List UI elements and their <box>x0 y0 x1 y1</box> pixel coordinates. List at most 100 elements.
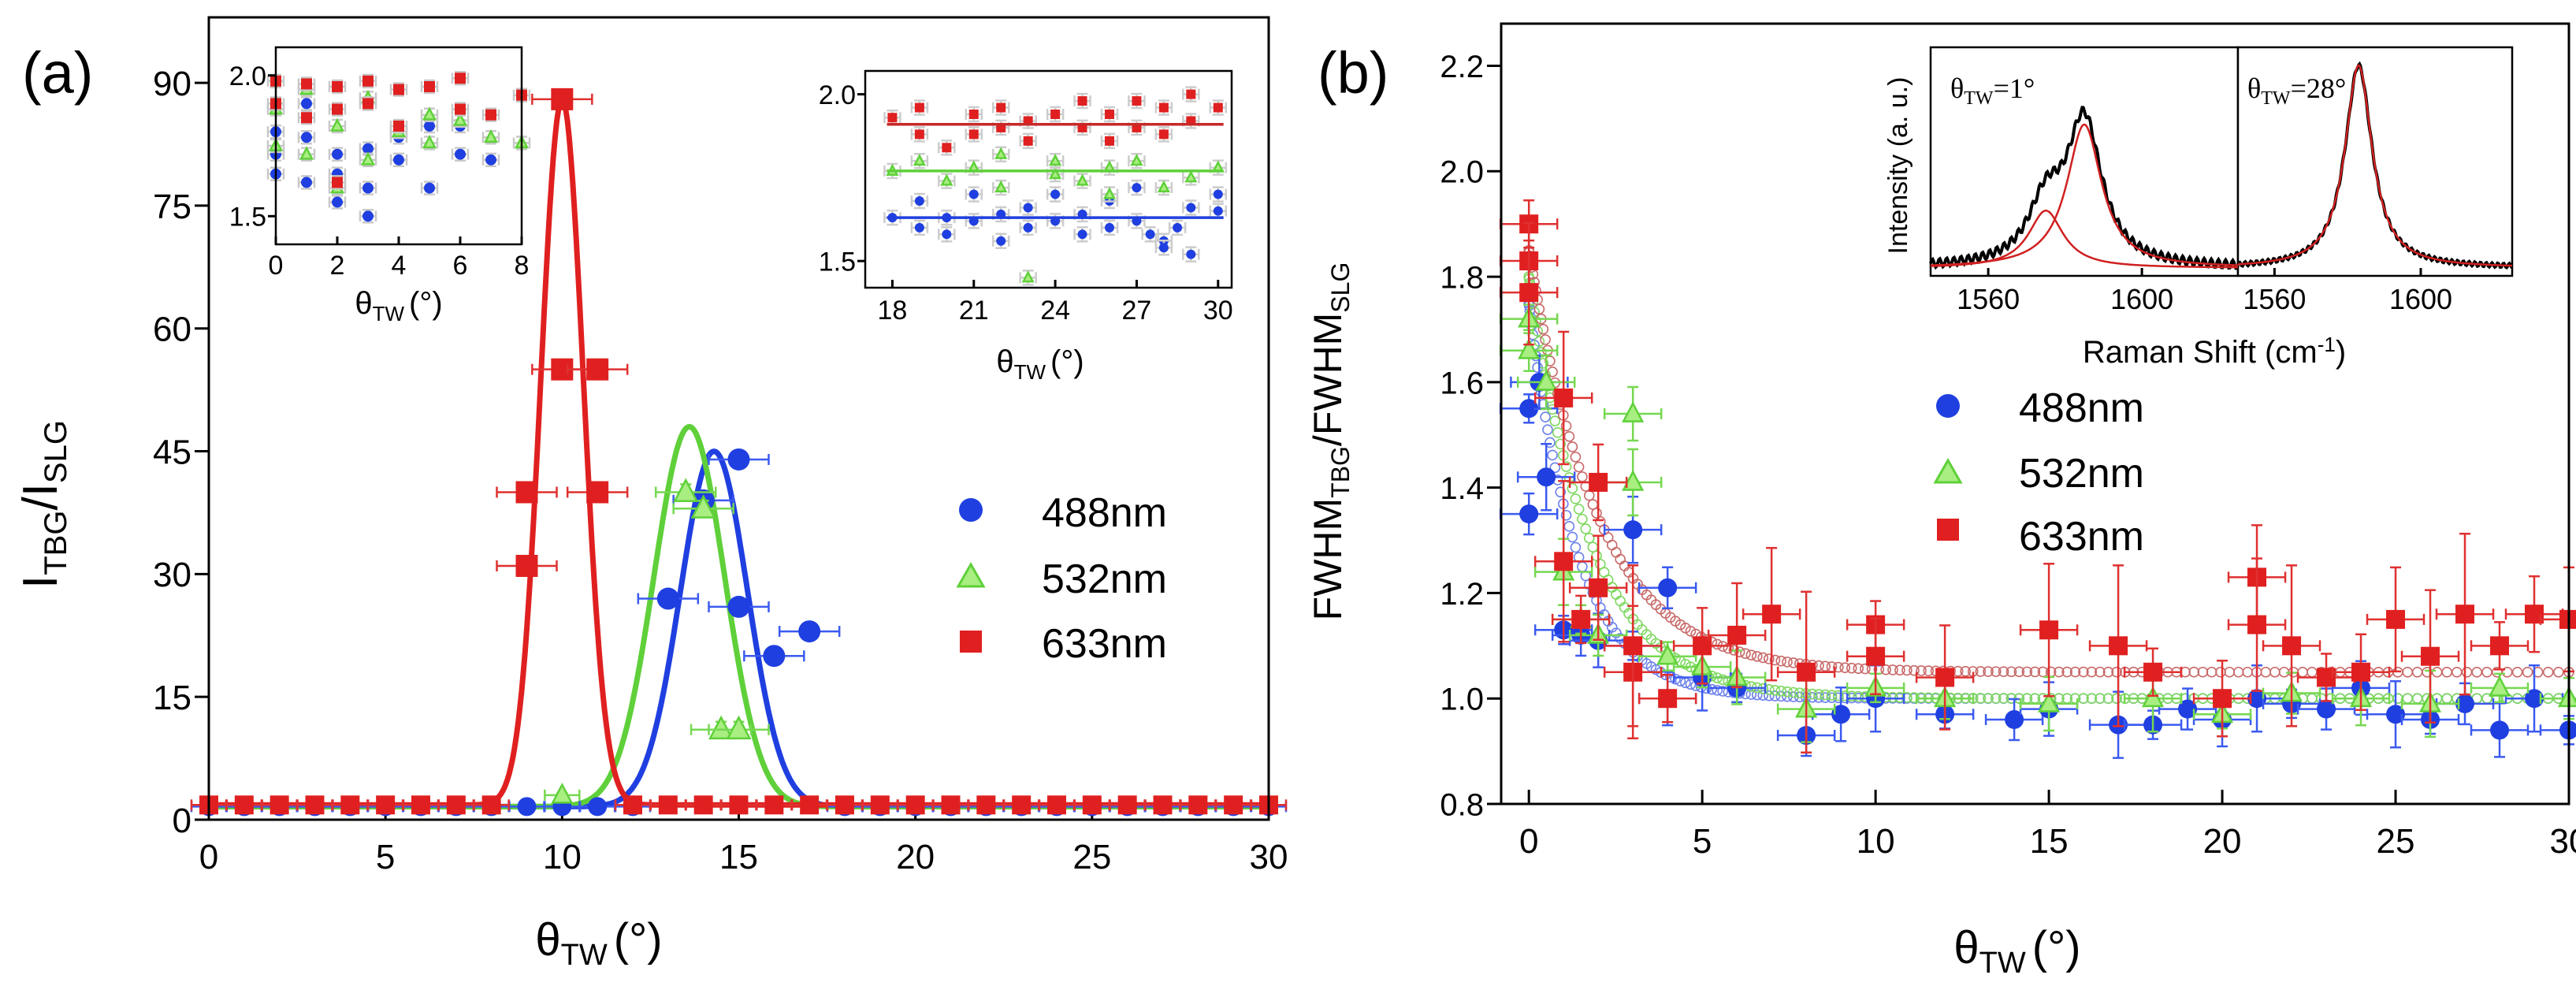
fit-curve-633nm <box>2501 666 2513 678</box>
inset-point-633nm <box>1105 110 1114 119</box>
legend-label-633nm: 633nm <box>1042 621 1167 667</box>
panel-b-plot-frame <box>1500 22 2570 806</box>
panel-a-label: (a) <box>22 40 93 106</box>
panel-b-ylabel: FWHMTBG/FWHMSLG <box>1306 262 1355 621</box>
point-633nm <box>234 795 254 815</box>
fit-curve-633nm <box>1583 489 1595 501</box>
point-633nm <box>905 795 925 815</box>
point-633nm <box>1571 609 1591 629</box>
inset-point-488nm <box>362 182 374 194</box>
fit-curve-532nm <box>1745 681 1757 692</box>
panel-a-ytick-label: 90 <box>153 65 191 103</box>
point-633nm <box>411 795 430 815</box>
panel-b-label: (b) <box>1318 40 1388 106</box>
fit-curve-532nm <box>1794 687 1805 699</box>
fit-curve-488nm <box>1577 561 1588 572</box>
inset-point-488nm <box>1105 222 1114 233</box>
fit-curve-633nm <box>1923 665 1935 676</box>
inset-point-532nm <box>1130 153 1143 166</box>
fit-curve-633nm <box>2260 666 2272 678</box>
panel-b-xtick-label: 5 <box>1693 822 1712 861</box>
inset-point-532nm <box>422 106 437 121</box>
fit-curve-633nm <box>1839 662 1851 673</box>
inset-point-633nm <box>914 129 924 140</box>
fit-curve-532nm <box>1901 692 1912 703</box>
fit-curve-532nm <box>1717 674 1729 686</box>
fit-curve-633nm <box>2069 666 2081 678</box>
inset-point-488nm <box>393 154 404 166</box>
point-633nm <box>2351 662 2371 682</box>
legend-marker-532nm <box>956 561 986 588</box>
point-633nm <box>551 87 574 110</box>
inset-left-xtick-label: 8 <box>515 251 530 281</box>
panel-b-xtick-label: 15 <box>2030 822 2069 861</box>
inset-right-ticks: 18 21 24 27 30 1.5 2.0 <box>819 80 1233 326</box>
fit-curve-633nm <box>1833 661 1844 673</box>
inset-point-488nm <box>485 154 496 166</box>
raman-left-xtick-label: 1560 <box>1957 283 2020 315</box>
panel-a-xtick-label: 0 <box>199 838 218 876</box>
fit-curve-633nm <box>1615 553 1626 565</box>
fit-curve-633nm <box>2451 666 2463 678</box>
inset-point-633nm <box>1213 102 1223 113</box>
fit-curve-532nm <box>1580 523 1592 534</box>
panel-b-data-points <box>1499 199 2576 759</box>
point-633nm <box>1519 283 1539 303</box>
legend-marker-633nm-b <box>1937 519 1959 541</box>
point-633nm <box>2143 662 2163 682</box>
inset-right-xtick-label: 18 <box>878 296 908 326</box>
fit-curve-532nm <box>2441 693 2453 705</box>
fit-curve-488nm <box>1670 673 1681 685</box>
raman-inset-left-title: θTW=1° <box>1950 73 2035 109</box>
point-633nm <box>269 795 289 815</box>
inset-point-532nm <box>994 147 1008 159</box>
inset-point-633nm <box>485 109 496 121</box>
point-532nm <box>1656 643 1679 665</box>
point-532nm <box>1518 337 1541 359</box>
point-488nm <box>517 797 537 817</box>
point-633nm <box>1224 795 1243 815</box>
svg-text:FWHMTBG/FWHMSLG: FWHMTBG/FWHMSLG <box>1306 262 1355 621</box>
fit-curve-532nm <box>1990 693 2002 704</box>
fit-curve-633nm <box>2013 666 2025 678</box>
fit-curve-633nm <box>2054 666 2065 678</box>
fit-curve-633nm <box>2532 666 2544 678</box>
legend-label-532nm: 532nm <box>1042 556 1167 602</box>
inset-point-532nm <box>1076 173 1089 186</box>
panel-a-ytick-label: 15 <box>153 679 191 717</box>
fit-curve-633nm <box>2441 666 2453 678</box>
fit-curve-488nm <box>1685 679 1697 690</box>
fit-curve-633nm <box>1567 441 1578 452</box>
fit-curve-488nm <box>1706 683 1718 695</box>
inset-left-xtick-label: 2 <box>330 251 345 281</box>
inset-point-633nm <box>1023 136 1033 146</box>
legend-marker-488nm-b <box>1936 394 1960 418</box>
point-633nm <box>623 795 642 815</box>
fit-curve-633nm <box>2461 666 2473 678</box>
fit-curve-633nm <box>2197 666 2209 678</box>
fit-curve-488nm <box>1555 486 1567 498</box>
point-532nm <box>551 782 574 804</box>
inset-point-633nm <box>332 81 343 92</box>
fit-curve-532nm <box>2086 693 2098 704</box>
point-633nm <box>2282 636 2302 656</box>
fit-curve-633nm <box>1983 666 1994 677</box>
point-633nm <box>305 795 325 815</box>
fit-curve-488nm <box>1757 690 1769 701</box>
point-633nm <box>2109 636 2128 656</box>
inset-left-ticks: 0 2 4 6 8 1.5 2.0 <box>229 61 530 281</box>
fit-curve-633nm <box>2492 666 2503 678</box>
fit-curve-532nm <box>1782 686 1793 698</box>
inset-point-633nm <box>301 78 312 90</box>
panel-a-xtick-label: 30 <box>1250 838 1288 876</box>
fit-curve-532nm <box>1555 438 1567 450</box>
inset-point-532nm <box>1102 187 1117 199</box>
inset-point-488nm <box>301 98 312 110</box>
fit-curve-633nm <box>2086 666 2098 678</box>
fit-curve-532nm <box>1552 427 1563 438</box>
fit-curve-532nm <box>1567 482 1578 494</box>
panel-a-xtick-label: 15 <box>719 838 758 876</box>
legend-marker-488nm <box>959 498 983 522</box>
inset-point-633nm <box>942 143 952 153</box>
